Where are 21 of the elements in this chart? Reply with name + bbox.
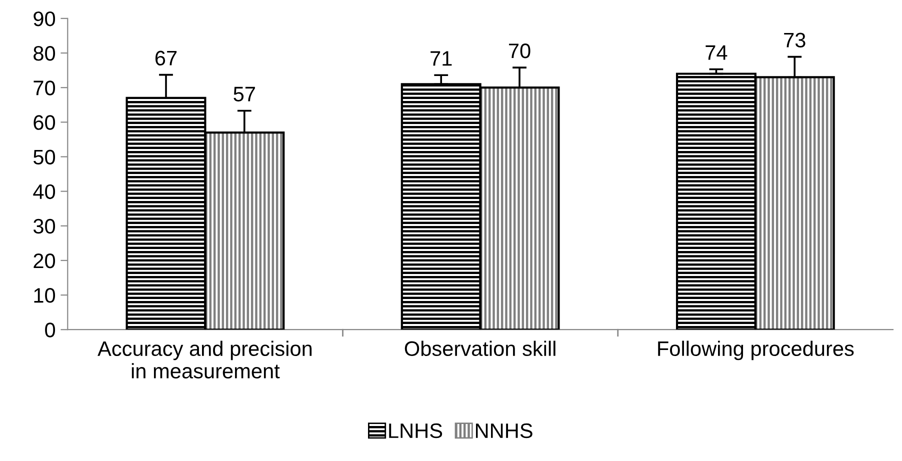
x-tick-label: Accuracy and precision in measurement xyxy=(98,340,312,378)
data-label: 74 xyxy=(706,45,728,60)
x-tick-label: Observation skill xyxy=(404,340,556,356)
legend-label: LNHS xyxy=(389,423,442,438)
y-tick-label: 0 xyxy=(45,322,56,338)
data-label: 67 xyxy=(155,50,177,66)
y-tick-label: 60 xyxy=(34,115,56,130)
data-label: 70 xyxy=(509,43,530,58)
data-label: 71 xyxy=(430,51,452,66)
y-tick-label: 50 xyxy=(34,150,56,164)
y-tick-label: 70 xyxy=(34,80,56,96)
data-label: 57 xyxy=(234,86,255,102)
y-tick-label: 90 xyxy=(34,11,56,26)
x-tick-label: Following procedures xyxy=(658,340,854,360)
y-tick-label: 80 xyxy=(34,46,56,61)
y-tick-label: 40 xyxy=(33,184,56,200)
y-tick-label: 10 xyxy=(34,288,56,303)
y-tick-label: 20 xyxy=(34,253,56,268)
legend-label: NNHS xyxy=(476,423,532,438)
data-label: 73 xyxy=(784,32,806,48)
y-tick-label: 30 xyxy=(33,218,56,234)
